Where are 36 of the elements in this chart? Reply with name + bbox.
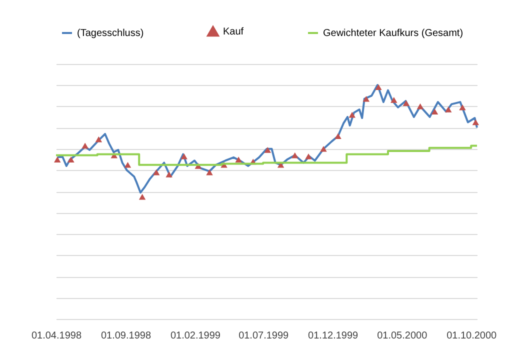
point	[305, 153, 312, 160]
point	[264, 147, 271, 153]
point	[180, 153, 188, 160]
point	[445, 106, 452, 112]
x-tick-label: 01.09.1998	[100, 330, 152, 342]
point	[292, 152, 298, 158]
point	[416, 103, 424, 110]
x-tick-label: 01.12.1999	[308, 330, 359, 342]
x-tick-label: 01.05.2000	[377, 330, 428, 342]
point	[54, 156, 61, 162]
legend-label: Kauf	[223, 26, 244, 38]
point	[348, 112, 356, 118]
point	[235, 156, 242, 162]
x-tick-label: 01.07.1999	[238, 330, 290, 342]
legend-label: Gewichteter Kaufkurs (Gesamt)	[323, 28, 464, 39]
x-tick-label: 01.04.1998	[31, 330, 82, 342]
point	[206, 169, 213, 176]
point	[472, 119, 479, 126]
legend-label: (Tagesschluss)	[77, 28, 144, 39]
point	[362, 96, 370, 102]
point	[459, 104, 466, 110]
point	[166, 172, 172, 178]
point	[390, 97, 398, 103]
point	[320, 146, 327, 152]
point	[153, 169, 160, 176]
point	[95, 136, 102, 142]
point	[375, 84, 382, 90]
x-tick-label: 01.02.1999	[170, 330, 221, 342]
point	[68, 156, 74, 162]
point	[82, 142, 88, 149]
point	[402, 100, 410, 106]
point	[124, 162, 132, 168]
point	[334, 133, 342, 140]
point	[138, 194, 146, 200]
x-tick-label: 01.10.2000	[446, 330, 498, 342]
point	[431, 108, 438, 115]
